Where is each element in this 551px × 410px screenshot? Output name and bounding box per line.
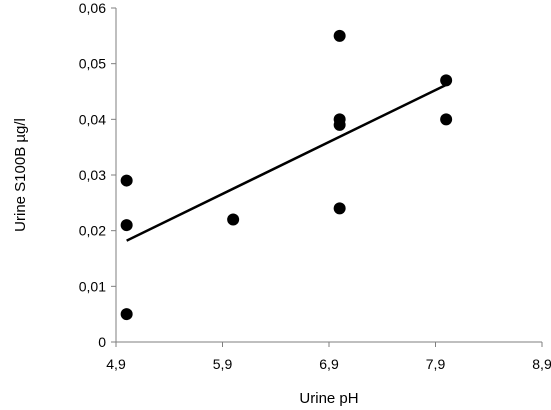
- axes: [115, 8, 542, 343]
- x-tick-label: 5,9: [213, 356, 233, 372]
- y-tick-label: 0,01: [79, 278, 106, 294]
- x-tick-label: 7,9: [426, 356, 446, 372]
- x-axis-ticks: 4,9 5,9 6,9 7,9 8,9: [106, 342, 551, 372]
- data-point: [120, 308, 133, 321]
- y-tick-label: 0,03: [79, 167, 106, 183]
- x-tick-label: 8,9: [532, 356, 551, 372]
- y-tick-label: 0,02: [79, 223, 106, 239]
- data-point: [333, 29, 346, 42]
- y-tick-label: 0,04: [79, 111, 106, 127]
- x-tick-label: 4,9: [106, 356, 126, 372]
- x-tick-label: 6,9: [319, 356, 339, 372]
- trendline: [126, 83, 447, 242]
- data-points: [120, 29, 453, 321]
- data-point: [120, 174, 133, 187]
- x-axis-title: Urine pH: [299, 390, 358, 407]
- y-axis-title: Urine S100B µg/l: [12, 118, 29, 232]
- data-point: [440, 74, 453, 87]
- y-axis-ticks: 0 0,01 0,02 0,03 0,04 0,05 0,06: [79, 0, 116, 350]
- y-tick-label: 0,05: [79, 56, 106, 72]
- y-tick-label: 0: [98, 334, 106, 350]
- trendline-group: [126, 83, 447, 242]
- data-point: [120, 219, 133, 232]
- data-point: [227, 213, 240, 226]
- data-point: [333, 118, 346, 131]
- data-point: [440, 113, 453, 126]
- y-tick-label: 0,06: [79, 0, 106, 16]
- data-point: [333, 202, 346, 215]
